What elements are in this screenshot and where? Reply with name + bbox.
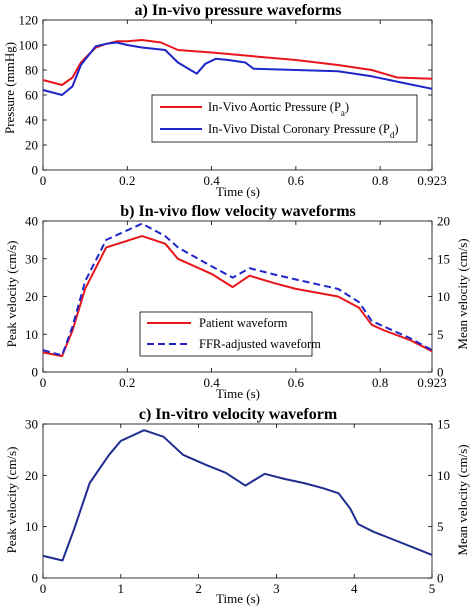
panel-b-series-line-1 bbox=[42, 222, 433, 357]
panel-a-xtick-label: 0.2 bbox=[119, 173, 135, 188]
panel-a-ytick-label: 40 bbox=[25, 113, 38, 128]
panel-a-ytick-label: 100 bbox=[19, 38, 39, 53]
panel-b-series-line-0 bbox=[42, 235, 433, 358]
panel-a-ytick-label: 0 bbox=[32, 163, 39, 178]
panel-b-ytick-label-right: 5 bbox=[437, 327, 444, 342]
panel-c-ytick-label: 20 bbox=[25, 468, 38, 483]
panel-c-xtick-label: 4 bbox=[351, 581, 358, 596]
panel-a-xtick-label: 0.8 bbox=[372, 173, 388, 188]
panel-b-ylabel-right: Mean velocity (cm/s) bbox=[455, 238, 470, 349]
panel-b-ylabel: Peak velocity (cm/s) bbox=[4, 241, 19, 348]
panel-b-ytick-label: 30 bbox=[25, 251, 38, 266]
panel-b: b) In-vivo flow velocity waveforms 0 0.2 0… bbox=[4, 203, 470, 401]
panel-a-xtick-label: 0.6 bbox=[288, 173, 305, 188]
panel-b-ytick-label: 0 bbox=[32, 365, 39, 380]
panel-a-ylabel: Pressure (mmHg) bbox=[2, 42, 17, 134]
panel-c-ytick-label-right: 15 bbox=[437, 417, 450, 432]
panel-c-xtick-label: 2 bbox=[195, 581, 202, 596]
panel-c-xtick-label: 5 bbox=[429, 581, 436, 596]
panel-b-ytick-label-right: 10 bbox=[437, 289, 450, 304]
panel-c-ytick-label-right: 5 bbox=[437, 519, 444, 534]
panel-a-legend: In-Vivo Aortic Pressure (Pa) In-Vivo Dis… bbox=[151, 94, 418, 143]
panel-a-ytick-label: 60 bbox=[25, 88, 38, 103]
panel-c-ytick-label: 30 bbox=[25, 417, 38, 432]
panel-a-xtick-label: 0 bbox=[40, 173, 47, 188]
panel-a-xlabel: Time (s) bbox=[216, 184, 260, 199]
panel-c-ytick-label: 0 bbox=[32, 571, 39, 586]
panel-a-ytick-label: 120 bbox=[19, 13, 39, 28]
panel-a: a) In-vivo pressure waveforms 0 0.2 0.4 0.6… bbox=[2, 2, 447, 199]
panel-c-ytick-label-right: 10 bbox=[437, 468, 450, 483]
panel-c-ytick-label-right: 0 bbox=[437, 571, 444, 586]
panel-b-xtick-label: 0.6 bbox=[288, 375, 305, 390]
panel-a-ytick-label: 80 bbox=[25, 63, 38, 78]
panel-b-legend: Patient waveform FFR-adjusted waveform bbox=[139, 311, 321, 357]
panel-a-series-line-1 bbox=[42, 41, 433, 96]
panel-b-ytick-label-right: 0 bbox=[437, 365, 444, 380]
panel-a-plot: 0 0.2 0.4 0.6 0.8 0.923 0 20 40 60 80 100 120 bbox=[19, 13, 447, 189]
panel-c-xlabel: Time (s) bbox=[216, 591, 260, 606]
panel-a-xtick-label: 0.923 bbox=[417, 173, 446, 188]
panel-c-ylabel-right: Mean velocity (cm/s) bbox=[455, 444, 470, 555]
panel-c-xtick-label: 1 bbox=[118, 581, 125, 596]
panel-b-xtick-label: 0.8 bbox=[372, 375, 388, 390]
panel-b-ytick-label-right: 20 bbox=[437, 214, 450, 229]
panel-c: c) In-vitro velocity waveform 0 1 2 3 4 50102… bbox=[4, 406, 470, 606]
panel-b-ytick-label-right: 15 bbox=[437, 251, 450, 266]
panel-b-ytick-label: 10 bbox=[25, 327, 38, 342]
panel-a-legend-box bbox=[151, 94, 418, 143]
panel-b-xtick-label: 0.2 bbox=[119, 375, 135, 390]
panel-b-ytick-label: 20 bbox=[25, 289, 38, 304]
panel-c-title: c) In-vitro velocity waveform bbox=[139, 406, 338, 423]
panel-b-ytick-label: 40 bbox=[25, 214, 38, 229]
panel-c-series-line-0 bbox=[42, 429, 433, 562]
panel-b-xtick-label: 0.4 bbox=[203, 375, 220, 390]
panel-c-ytick-label: 10 bbox=[25, 519, 38, 534]
panel-c-axes-frame bbox=[42, 423, 433, 579]
panel-c-xtick-label: 3 bbox=[273, 581, 280, 596]
panel-b-title: b) In-vivo flow velocity waveforms bbox=[120, 203, 356, 220]
panel-c-xtick-label: 0 bbox=[40, 581, 47, 596]
panel-b-xlabel: Time (s) bbox=[216, 386, 260, 401]
panel-a-series-line-0 bbox=[42, 39, 433, 86]
panel-b-legend-box bbox=[139, 311, 313, 357]
panel-b-xtick-label: 0 bbox=[40, 375, 47, 390]
panel-c-ylabel: Peak velocity (cm/s) bbox=[4, 447, 19, 554]
legend-label-aortic: In-Vivo Aortic Pressure (Pa) bbox=[208, 100, 349, 118]
legend-label-distal: In-Vivo Distal Coronary Pressure (Pd) bbox=[208, 122, 399, 140]
panel-a-title: a) In-vivo pressure waveforms bbox=[135, 2, 342, 19]
legend-label-ffr: FFR-adjusted waveform bbox=[199, 337, 321, 351]
legend-label-patient: Patient waveform bbox=[199, 316, 288, 330]
panel-b-xtick-label: 0.923 bbox=[417, 375, 446, 390]
panel-a-xtick-label: 0.4 bbox=[203, 173, 220, 188]
panel-a-ytick-label: 20 bbox=[25, 138, 38, 153]
